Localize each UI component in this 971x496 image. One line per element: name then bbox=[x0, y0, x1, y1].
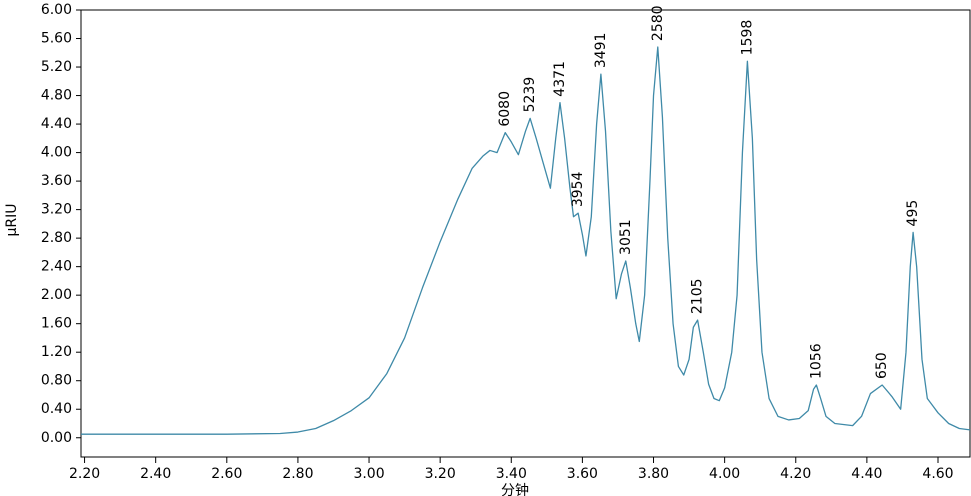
x-tick-label: 4.60 bbox=[922, 466, 953, 482]
y-tick-label: 0.00 bbox=[41, 430, 72, 446]
y-tick-label: 5.20 bbox=[41, 59, 72, 75]
x-axis-label: 分钟 bbox=[501, 482, 529, 496]
y-tick-label: 2.80 bbox=[41, 230, 72, 246]
peak-label: 6080 bbox=[497, 91, 513, 127]
y-tick-label: 1.60 bbox=[41, 316, 72, 332]
peak-label: 2580 bbox=[650, 5, 666, 41]
peak-label: 2105 bbox=[690, 278, 706, 314]
x-tick-label: 3.40 bbox=[496, 466, 527, 482]
peak-label: 495 bbox=[905, 200, 921, 227]
y-tick-label: 0.80 bbox=[41, 373, 72, 389]
peak-label: 4371 bbox=[552, 61, 568, 97]
y-tick-label: 0.40 bbox=[41, 401, 72, 417]
y-tick-label: 4.00 bbox=[41, 145, 72, 161]
peak-label: 650 bbox=[874, 352, 890, 379]
peak-label: 3954 bbox=[570, 171, 586, 207]
y-tick-label: 6.00 bbox=[41, 2, 72, 18]
y-axis-label: μRIU bbox=[4, 203, 20, 236]
peak-label: 1056 bbox=[808, 343, 824, 379]
y-tick-label: 1.20 bbox=[41, 344, 72, 360]
x-tick-label: 2.40 bbox=[140, 466, 171, 482]
peak-label: 1598 bbox=[739, 20, 755, 56]
x-tick-label: 2.80 bbox=[282, 466, 313, 482]
y-tick-label: 3.60 bbox=[41, 173, 72, 189]
x-tick-label: 4.20 bbox=[780, 466, 811, 482]
x-tick-label: 4.40 bbox=[851, 466, 882, 482]
x-tick-label: 3.00 bbox=[353, 466, 384, 482]
y-tick-label: 4.80 bbox=[41, 88, 72, 104]
chromatogram-line bbox=[81, 46, 971, 435]
x-tick-label: 3.60 bbox=[567, 466, 598, 482]
x-tick-label: 3.80 bbox=[638, 466, 669, 482]
x-tick-label: 3.20 bbox=[425, 466, 456, 482]
y-tick-label: 4.40 bbox=[41, 116, 72, 132]
x-tick-label: 2.60 bbox=[211, 466, 242, 482]
x-tick-label: 4.00 bbox=[709, 466, 740, 482]
y-tick-label: 2.40 bbox=[41, 259, 72, 275]
peak-label: 5239 bbox=[522, 77, 538, 113]
x-tick-label: 2.20 bbox=[69, 466, 100, 482]
peak-label: 3051 bbox=[618, 219, 634, 255]
y-tick-label: 2.00 bbox=[41, 287, 72, 303]
plot-frame bbox=[80, 9, 971, 458]
peak-label: 3491 bbox=[593, 33, 609, 69]
y-tick-label: 3.20 bbox=[41, 202, 72, 218]
y-tick-label: 5.60 bbox=[41, 31, 72, 47]
